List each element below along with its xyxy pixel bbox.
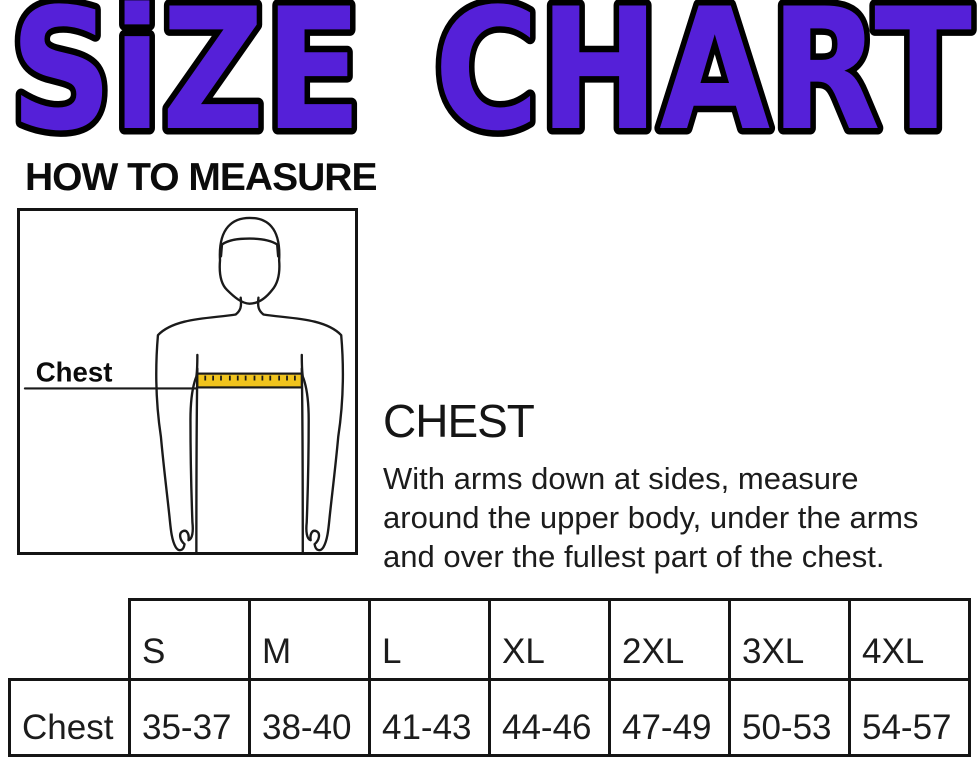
- person-torso-left-line: [195, 367, 199, 552]
- person-head: [218, 216, 281, 305]
- how-to-measure-heading: HOW TO MEASURE: [25, 156, 377, 199]
- chest-value-2xl: 47-49: [608, 678, 731, 757]
- chest-row-label: Chest: [8, 678, 131, 757]
- chest-value-xl: 44-46: [488, 678, 611, 757]
- title-word-chart: CHART: [434, 0, 972, 152]
- chest-value-s: 35-37: [128, 678, 251, 757]
- chest-value-l: 41-43: [368, 678, 491, 757]
- person-torso-right-line: [300, 367, 304, 552]
- size-table-chest-row: Chest 35-37 38-40 41-43 44-46 47-49 50-5…: [8, 678, 971, 757]
- chest-value-3xl: 50-53: [728, 678, 851, 757]
- chest-heading: CHEST: [383, 395, 535, 447]
- person-hairline-icon: [219, 237, 280, 258]
- table-corner-blank: [10, 600, 130, 680]
- header-cell-l: L: [368, 598, 491, 681]
- header-cell-3xl: 3XL: [728, 598, 851, 681]
- person-left-arm: [155, 296, 243, 552]
- header-cell-m: M: [248, 598, 371, 681]
- size-table: S M L XL 2XL 3XL 4XL Chest 35-37 38-40 4…: [8, 598, 971, 757]
- size-chart-title: SiZE CHART: [4, 0, 978, 152]
- chest-instructions-body: With arms down at sides, measure around …: [383, 459, 978, 576]
- chest-value-m: 38-40: [248, 678, 371, 757]
- chest-instructions-line: With arms down at sides, measure: [383, 461, 859, 496]
- header-cell-2xl: 2XL: [608, 598, 731, 681]
- chest-instructions-line: and over the fullest part of the chest.: [383, 539, 885, 574]
- size-table-header-row: S M L XL 2XL 3XL 4XL: [10, 598, 971, 681]
- person-right-arm: [256, 296, 345, 552]
- tape-tick-marks: [204, 375, 296, 381]
- diagram-chest-label: Chest: [36, 356, 113, 387]
- chest-value-4xl: 54-57: [848, 678, 971, 757]
- header-cell-xl: XL: [488, 598, 611, 681]
- measurement-diagram: Chest: [17, 208, 358, 555]
- title-word-size: SiZE: [10, 0, 362, 152]
- measuring-tape-icon: [196, 372, 303, 389]
- chest-instructions-section: CHEST With arms down at sides, measure a…: [383, 394, 978, 576]
- header-cell-s: S: [128, 598, 251, 681]
- header-cell-4xl: 4XL: [848, 598, 971, 681]
- chest-instructions-line: around the upper body, under the arms: [383, 500, 919, 535]
